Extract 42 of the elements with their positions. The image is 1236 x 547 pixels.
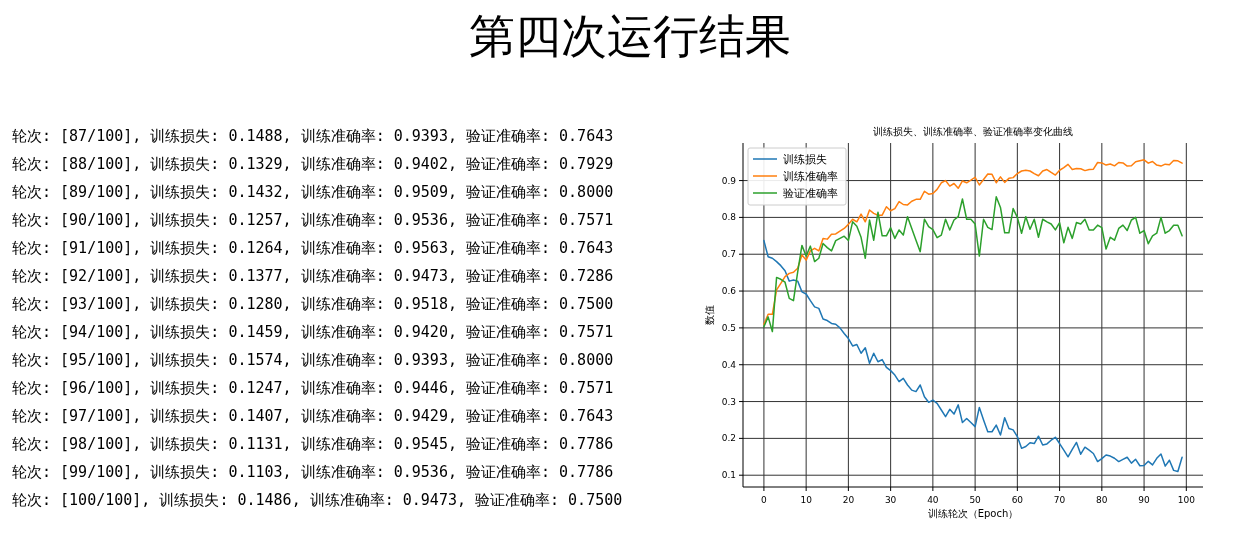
x-tick-label: 40 [927,495,939,505]
x-tick-label: 60 [1011,495,1024,505]
text: 轮次: [94/100], 训练损失: 0.1459, 训练准确率: 0.9420, 验证准确率: 0.7571 [12,323,614,341]
y-axis-title: 数值 [704,305,715,325]
y-tick-label: 0.5 [721,322,736,333]
text: 轮次: [91/100], 训练损失: 0.1264, 训练准确率: 0.9563, 验证准确率: 0.7643 [12,239,614,257]
x-tick-label: 20 [842,495,855,505]
text: 轮次: [87/100], 训练损失: 0.1488, 训练准确率: 0.9393, 验证准确率: 0.7643 [12,127,614,145]
text: 轮次: [95/100], 训练损失: 0.1574, 训练准确率: 0.9393, 验证准确率: 0.8000 [12,351,614,369]
y-tick-label: 0.4 [721,359,737,370]
text: 轮次: [97/100], 训练损失: 0.1407, 训练准确率: 0.9429, 验证准确率: 0.7643 [12,407,614,425]
y-tick-label: 0.9 [721,175,737,186]
text: 轮次: [92/100], 训练损失: 0.1377, 训练准确率: 0.9473, 验证准确率: 0.7286 [12,267,614,285]
text: 轮次: [93/100], 训练损失: 0.1280, 训练准确率: 0.9518, 验证准确率: 0.7500 [12,295,614,313]
x-tick-label: 50 [969,495,982,505]
x-tick-label: 10 [800,495,813,505]
text: 轮次: [89/100], 训练损失: 0.1432, 训练准确率: 0.9509, 验证准确率: 0.8000 [12,183,614,201]
x-tick-label: 90 [1138,495,1151,505]
text: 轮次: [100/100], 训练损失: 0.1486, 训练准确率: 0.9473, 验证准确率: 0.7500 [12,491,623,509]
text: 轮次: [88/100], 训练损失: 0.1329, 训练准确率: 0.9402, 验证准确率: 0.7929 [12,155,614,173]
text: 轮次: [90/100], 训练损失: 0.1257, 训练准确率: 0.9536, 验证准确率: 0.7571 [12,211,614,229]
y-tick-label: 0.3 [721,396,736,407]
legend-label: 训练损失 [783,153,827,166]
y-tick-label: 0.1 [721,470,736,481]
x-tick-label: 0 [761,495,768,505]
x-axis-title: 训练轮次（Epoch） [927,508,1019,519]
legend-label: 验证准确率 [783,187,838,200]
y-tick-label: 0.6 [721,286,737,297]
x-tick-label: 70 [1053,495,1066,505]
text: 轮次: [98/100], 训练损失: 0.1131, 训练准确率: 0.9545, 验证准确率: 0.7786 [12,435,614,453]
text: 轮次: [99/100], 训练损失: 0.1103, 训练准确率: 0.9536, 验证准确率: 0.7786 [12,463,614,481]
y-tick-label: 0.2 [721,433,736,444]
x-tick-label: 100 [1177,495,1196,505]
chart-title: 第四次运行结果 [469,9,791,63]
x-tick-label: 80 [1096,495,1108,505]
y-tick-label: 0.8 [721,212,737,223]
chart-subtitle: 训练损失、训练准确率、验证准确率变化曲线 [873,126,1073,137]
text: 轮次: [96/100], 训练损失: 0.1247, 训练准确率: 0.9446, 验证准确率: 0.7571 [12,379,614,397]
y-tick-label: 0.7 [721,249,736,260]
legend-label: 训练准确率 [783,170,838,183]
x-tick-label: 30 [884,495,897,505]
line-series [763,239,1183,473]
